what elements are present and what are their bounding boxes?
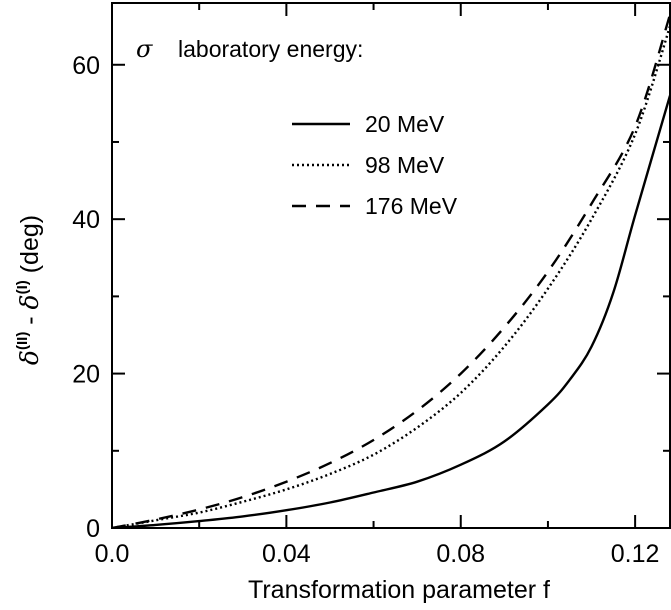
y-tick-label: 20 bbox=[72, 361, 100, 389]
y-tick-label: 0 bbox=[86, 515, 100, 543]
x-axis-title: Transformation parameter f bbox=[248, 576, 550, 604]
series-line-0 bbox=[112, 95, 670, 528]
x-tick-label: 0.12 bbox=[611, 540, 660, 568]
y-axis-title-unit: (deg) bbox=[16, 215, 44, 280]
legend-label: 176 MeV bbox=[365, 193, 458, 219]
legend-title-symbol: σ bbox=[136, 35, 153, 63]
series-line-1 bbox=[112, 25, 670, 528]
legend-label: 98 MeV bbox=[365, 152, 445, 178]
axis-ticks bbox=[111, 3, 670, 529]
x-tick-label: 0.0 bbox=[95, 540, 130, 568]
x-tick-label: 0.08 bbox=[436, 540, 485, 568]
legend: σ laboratory energy: 20 MeV 98 MeV 176 MeV bbox=[136, 35, 458, 219]
y-axis-title-delta-b: δ bbox=[15, 294, 44, 309]
x-tick-label: 0.04 bbox=[262, 540, 311, 568]
tick-labels: 0.0 0.04 0.08 0.12 0 20 40 60 bbox=[72, 52, 659, 568]
legend-title: laboratory energy: bbox=[178, 36, 363, 62]
y-axis-title-sup-a: (II) bbox=[14, 332, 31, 350]
y-axis-title: δ(II) - δ(I) (deg) bbox=[14, 215, 44, 365]
legend-items: 20 MeV 98 MeV 176 MeV bbox=[292, 111, 458, 219]
y-axis-title-delta-a: δ bbox=[15, 350, 44, 365]
y-axis-title-sep: - bbox=[16, 309, 44, 331]
plot-frame bbox=[111, 2, 671, 529]
y-axis-title-sup-b: (I) bbox=[14, 280, 31, 294]
y-tick-label: 40 bbox=[72, 206, 100, 234]
series-lines bbox=[112, 14, 670, 528]
plot-area bbox=[111, 2, 671, 529]
y-tick-label: 60 bbox=[72, 52, 100, 80]
series-line-2 bbox=[112, 14, 670, 528]
legend-label: 20 MeV bbox=[365, 111, 445, 137]
